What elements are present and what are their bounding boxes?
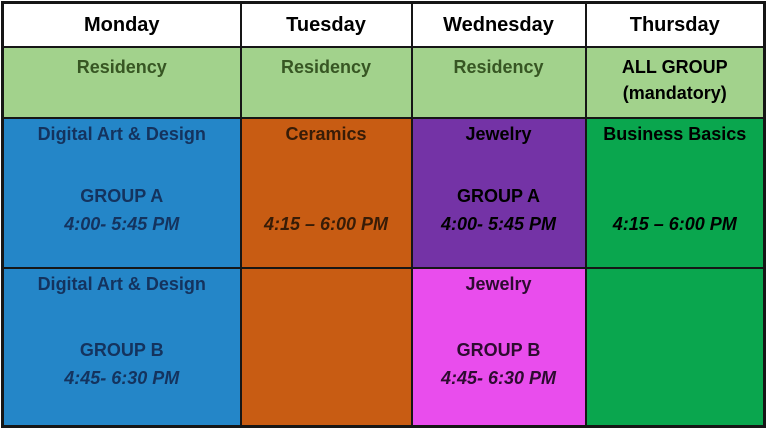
empty-cell-tuesday (239, 267, 413, 428)
day-label-wednesday: Wednesday (443, 13, 554, 36)
class-title: Digital Art & Design (37, 274, 206, 294)
group-label: GROUP A (456, 186, 540, 206)
class-title: Digital Art & Design (37, 124, 206, 144)
group-label: GROUP B (79, 340, 164, 360)
header-cell-tuesday: Tuesday (239, 1, 413, 48)
all-group-cell-thursday: ALL GROUP (mandatory) (584, 46, 766, 119)
cell-content (242, 269, 411, 425)
residency-label: Residency (453, 57, 544, 77)
time-label: 4:15 – 6:00 PM (263, 214, 389, 234)
residency-cell-tuesday: Residency (239, 46, 413, 119)
day-label-monday: Monday (83, 13, 160, 36)
time-label: 4:00- 5:45 PM (64, 214, 180, 234)
cell-content: Digital Art & Design GROUP B 4:45- 6:30 … (4, 269, 240, 425)
class-title: Ceramics (285, 124, 367, 144)
session-a-row: Digital Art & Design GROUP A 4:00- 5:45 … (1, 117, 766, 269)
empty-cell-thursday (584, 267, 766, 428)
header-cell-monday: Monday (1, 1, 242, 48)
class-cell-ceramics: Ceramics 4:15 – 6:00 PM (239, 117, 413, 269)
residency-label: Residency (76, 57, 167, 77)
header-cell-wednesday: Wednesday (410, 1, 587, 48)
cell-content (587, 269, 764, 425)
class-cell-business-basics: Business Basics 4:15 – 6:00 PM (584, 117, 766, 269)
day-label-tuesday: Tuesday (286, 13, 366, 36)
class-cell-digital-art-group-a: Digital Art & Design GROUP A 4:00- 5:45 … (1, 117, 242, 269)
cell-content: Jewelry GROUP A 4:00- 5:45 PM (413, 119, 585, 267)
time-label: 4:00- 5:45 PM (440, 214, 557, 234)
all-group-label: ALL GROUP (mandatory) (587, 48, 764, 106)
header-row: Monday Tuesday Wednesday Thursday (1, 1, 766, 48)
session-b-row: Digital Art & Design GROUP B 4:45- 6:30 … (1, 267, 766, 428)
residency-label: Residency (280, 57, 372, 77)
day-label-thursday: Thursday (629, 13, 720, 36)
residency-cell-monday: Residency (1, 46, 242, 119)
class-cell-digital-art-group-b: Digital Art & Design GROUP B 4:45- 6:30 … (1, 267, 242, 428)
residency-cell-wednesday: Residency (410, 46, 587, 119)
class-title: Business Basics (603, 124, 747, 144)
class-cell-jewelry-group-a: Jewelry GROUP A 4:00- 5:45 PM (410, 117, 587, 269)
cell-content: Jewelry GROUP B 4:45- 6:30 PM (413, 269, 585, 425)
group-label: GROUP A (80, 186, 164, 206)
group-label: GROUP B (456, 340, 541, 360)
all-group-line1: ALL GROUP (621, 57, 728, 77)
all-group-line2: (mandatory) (622, 83, 727, 103)
time-label: 4:45- 6:30 PM (64, 368, 180, 388)
time-label: 4:15 – 6:00 PM (612, 214, 737, 234)
time-label: 4:45- 6:30 PM (440, 368, 557, 388)
header-cell-thursday: Thursday (584, 1, 766, 48)
class-title: Jewelry (465, 274, 532, 294)
schedule-table: Monday Tuesday Wednesday Thursday Reside… (1, 1, 766, 428)
cell-content: Business Basics 4:15 – 6:00 PM (587, 119, 764, 267)
class-cell-jewelry-group-b: Jewelry GROUP B 4:45- 6:30 PM (410, 267, 587, 428)
cell-content: Digital Art & Design GROUP A 4:00- 5:45 … (4, 119, 240, 267)
residency-row: Residency Residency Residency ALL GROUP … (1, 46, 766, 119)
class-title: Jewelry (465, 124, 532, 144)
cell-content: Ceramics 4:15 – 6:00 PM (242, 119, 411, 267)
